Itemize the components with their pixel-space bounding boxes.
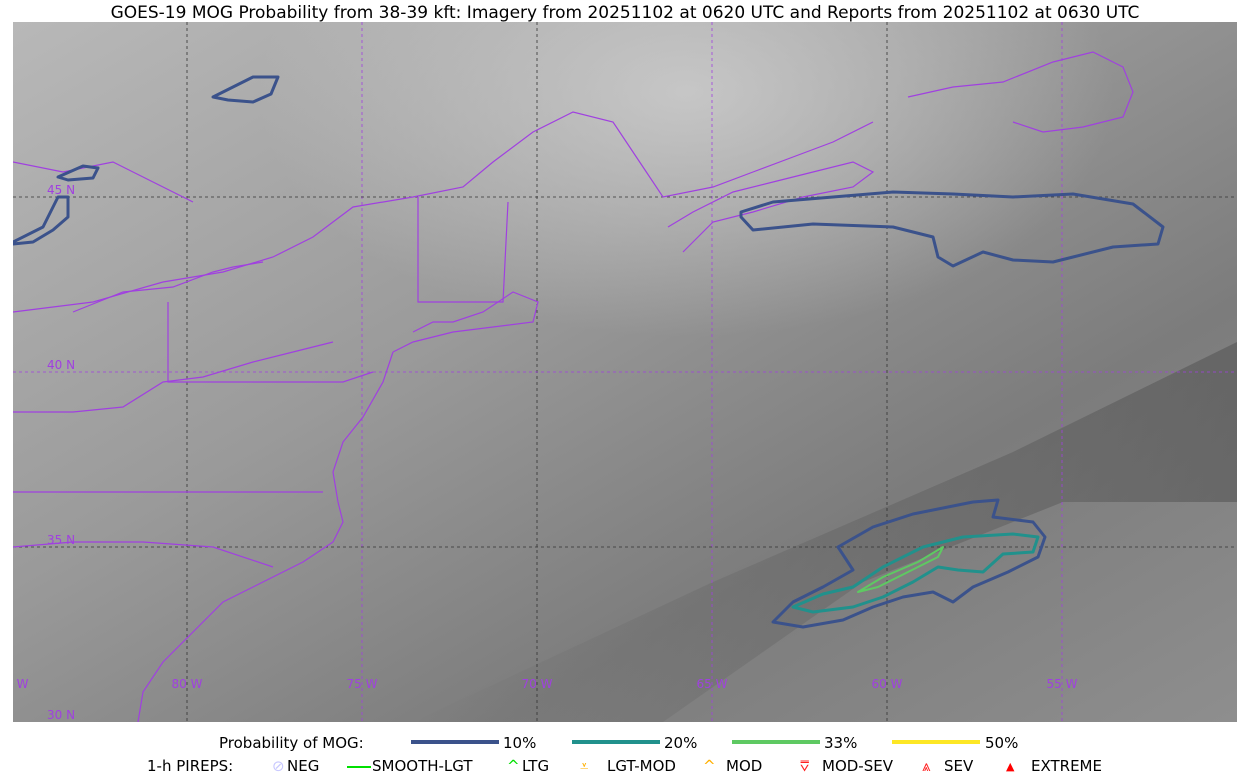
- legend-mod: MOD: [726, 757, 763, 775]
- map-title: GOES-19 MOG Probability from 38-39 kft: …: [110, 3, 1140, 23]
- lat-label: 35 N: [47, 533, 75, 547]
- legend-ltg: LTG: [522, 757, 550, 775]
- line-icon: [347, 766, 371, 768]
- lon-label: 75 W: [347, 677, 378, 691]
- double-caret-bar-icon: ⩢: [800, 757, 810, 775]
- legend-10pct: 10%: [503, 734, 537, 752]
- legend-neg: NEG: [287, 757, 320, 775]
- legend-extreme: EXTREME: [1031, 757, 1102, 775]
- swatch-50pct: [892, 740, 980, 744]
- double-caret-icon: ⩓: [922, 757, 931, 775]
- legend-sev: SEV: [944, 757, 974, 775]
- caret-icon: ^: [507, 757, 520, 775]
- swatch-10pct: [411, 740, 499, 744]
- legend-smooth-lgt: SMOOTH-LGT: [372, 757, 473, 775]
- coastlines-borders: [13, 51, 1134, 722]
- contour-10pct: [211, 75, 280, 104]
- prob-legend-title: Probability of MOG:: [219, 734, 364, 752]
- legend-20pct: 20%: [664, 734, 698, 752]
- caret-bar-icon: ⩡: [580, 757, 589, 775]
- pirep-legend-title: 1-h PIREPS:: [147, 757, 234, 775]
- contour-10pct: [771, 498, 1047, 629]
- swatch-20pct: [572, 740, 660, 744]
- filled-triangle-icon: ▲: [1006, 760, 1015, 773]
- contour-20pct: [791, 532, 1040, 614]
- lon-label: 60 W: [872, 677, 903, 691]
- legend-mod-sev: MOD-SEV: [822, 757, 893, 775]
- lat-label: 40 N: [47, 358, 75, 372]
- lon-label: 55 W: [1047, 677, 1078, 691]
- lon-label: 80 W: [172, 677, 203, 691]
- lat-label: 45 N: [47, 183, 75, 197]
- satellite-map: 85 W 80 W 75 W 70 W 65 W 60 W 55 W 45 N 40 N 35 N…: [13, 22, 1237, 722]
- lon-label: 70 W: [522, 677, 553, 691]
- legend-lgt-mod: LGT-MOD: [607, 757, 676, 775]
- contour-10pct: [13, 195, 70, 246]
- caret-icon: ^: [703, 757, 716, 775]
- contour-10pct: [56, 164, 100, 182]
- lon-label: 85 W: [13, 677, 29, 691]
- legend-33pct: 33%: [824, 734, 858, 752]
- swatch-33pct: [732, 740, 820, 744]
- dark-dry-band: [413, 342, 1237, 722]
- contour-10pct: [739, 190, 1165, 268]
- mog-contours: [13, 75, 1165, 629]
- lat-label: 30 N: [47, 708, 75, 722]
- neg-circle-icon: ⊘: [272, 757, 285, 775]
- lon-label: 65 W: [697, 677, 728, 691]
- contour-33pct: [857, 546, 944, 593]
- legend-50pct: 50%: [985, 734, 1019, 752]
